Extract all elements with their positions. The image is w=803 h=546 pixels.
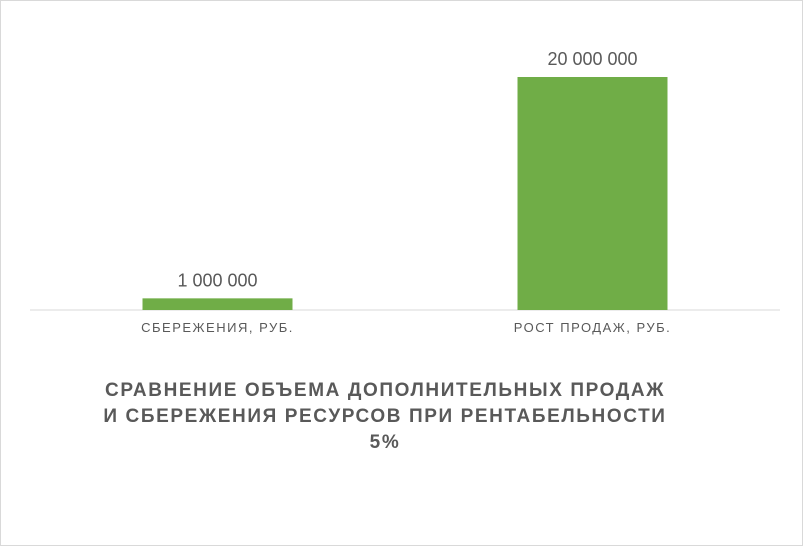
bar-2: [517, 77, 668, 310]
category-label-1: СБЕРЕЖЕНИЯ, РУБ.: [141, 320, 294, 335]
chart-title-line-3: 5%: [369, 432, 401, 453]
chart-title-line-1: СРАВНЕНИЕ ОБЪЕМА ДОПОЛНИТЕЛЬНЫХ ПРОДАЖ: [105, 380, 665, 401]
data-label-1: 1 000 000: [177, 270, 257, 290]
chart-title: СРАВНЕНИЕ ОБЪЕМА ДОПОЛНИТЕЛЬНЫХ ПРОДАЖ И…: [40, 378, 730, 456]
chart-title-line-2: И СБЕРЕЖЕНИЯ РЕСУРСОВ ПРИ РЕНТАБЕЛЬНОСТИ: [103, 406, 667, 427]
bar-1: [142, 298, 293, 310]
category-label-2: РОСТ ПРОДАЖ, РУБ.: [514, 320, 672, 335]
data-label-2: 20 000 000: [547, 49, 637, 69]
bars-layer: 1 000 000 СБЕРЕЖЕНИЯ, РУБ. 20 000 000 РОСТ …: [141, 49, 672, 335]
